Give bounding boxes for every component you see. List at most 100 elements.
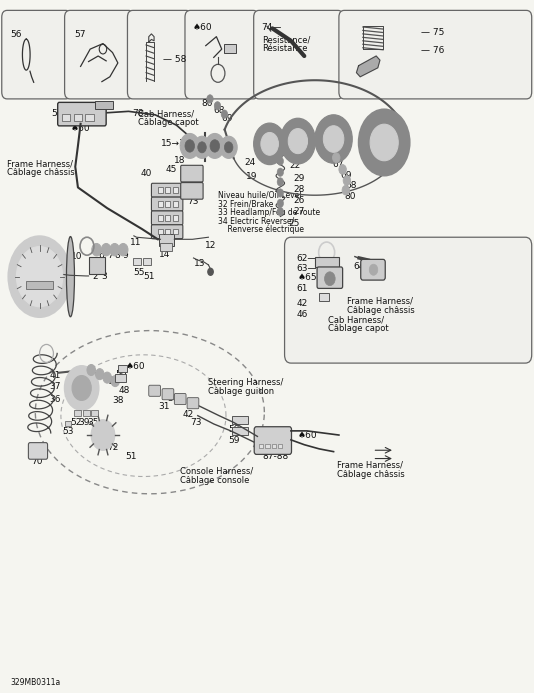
Text: 27: 27 [293,207,304,216]
FancyBboxPatch shape [152,183,183,197]
Text: 11: 11 [130,238,141,247]
Text: 6: 6 [98,251,104,260]
Text: 2: 2 [92,272,98,281]
Circle shape [214,102,221,110]
Text: 7: 7 [107,251,113,260]
FancyBboxPatch shape [58,103,106,126]
Circle shape [370,264,378,275]
Text: Câblage console: Câblage console [179,476,249,485]
Text: 77: 77 [271,442,283,451]
FancyBboxPatch shape [152,197,183,211]
Text: 25: 25 [288,218,300,227]
Text: 55: 55 [133,268,144,277]
Polygon shape [357,56,380,77]
Text: Niveau huile/Oil Level: Niveau huile/Oil Level [218,190,302,199]
Ellipse shape [66,236,74,317]
FancyBboxPatch shape [128,10,191,99]
Bar [65,421,71,426]
Circle shape [370,124,398,161]
FancyBboxPatch shape [361,259,385,280]
Circle shape [342,185,350,195]
Text: — 76: — 76 [421,46,445,55]
Text: ♠60: ♠60 [192,23,212,32]
Text: 62—: 62— [297,254,317,263]
Text: 32 Frein/Brake: 32 Frein/Brake [218,199,273,208]
Text: 16: 16 [212,139,224,148]
Bar [62,114,70,121]
Text: 71: 71 [32,448,43,457]
Text: 68: 68 [214,106,225,115]
Text: 52: 52 [70,418,81,427]
Circle shape [65,366,99,410]
Bar [165,201,170,207]
Text: Steering Harness/: Steering Harness/ [208,378,284,387]
Text: 23: 23 [257,151,269,160]
Text: 19: 19 [246,173,257,181]
Text: 30: 30 [167,394,178,403]
Circle shape [333,153,340,163]
Text: Résistance: Résistance [262,44,307,53]
Circle shape [224,142,233,153]
Circle shape [280,119,316,164]
Text: 40: 40 [141,169,152,178]
FancyBboxPatch shape [152,225,183,238]
Circle shape [277,207,284,216]
Text: Console Harness/: Console Harness/ [179,467,253,476]
Text: 66: 66 [371,272,382,281]
FancyBboxPatch shape [187,398,199,409]
Text: 42: 42 [177,188,189,198]
Bar [96,101,113,109]
Bar [158,215,163,220]
FancyBboxPatch shape [2,10,71,99]
Text: 42: 42 [297,299,308,308]
Text: 4: 4 [61,279,67,288]
Text: 42: 42 [182,410,193,419]
Circle shape [91,420,115,450]
Text: 26: 26 [293,195,304,204]
Bar [115,374,126,383]
Text: 3: 3 [101,272,107,281]
Circle shape [17,247,62,307]
Text: Câblage châssis: Câblage châssis [337,470,405,479]
Text: 45: 45 [165,166,177,175]
Text: 80: 80 [201,99,213,108]
Text: 36: 36 [50,395,61,404]
Circle shape [72,376,91,401]
Text: 67: 67 [332,160,343,169]
Text: 56: 56 [10,30,22,39]
Circle shape [9,236,70,317]
FancyBboxPatch shape [65,10,134,99]
Bar [91,410,98,416]
Circle shape [315,115,352,164]
Bar [319,292,329,301]
Circle shape [261,132,278,155]
Bar [172,201,177,207]
Bar [172,229,177,234]
Text: Câblage guidon: Câblage guidon [208,387,274,396]
FancyBboxPatch shape [152,211,183,225]
Circle shape [101,243,111,256]
Text: 64: 64 [354,262,365,271]
FancyBboxPatch shape [317,267,343,288]
Bar [165,229,170,234]
Bar [265,444,270,448]
Bar [133,258,141,265]
Text: 50: 50 [116,370,127,379]
Text: 17: 17 [194,148,206,157]
Text: 69: 69 [221,114,233,123]
FancyBboxPatch shape [28,443,48,459]
Text: 51: 51 [144,272,155,281]
Text: ♠60: ♠60 [125,362,145,371]
Text: 80: 80 [344,191,356,200]
Text: 1: 1 [19,289,25,298]
Text: 47: 47 [98,437,109,446]
Text: Câblage capot: Câblage capot [328,324,388,333]
Text: 33 Headlamp/Feu de route: 33 Headlamp/Feu de route [218,208,320,217]
Text: ♠65: ♠65 [298,273,318,282]
Bar [74,410,81,416]
Text: 59: 59 [228,426,240,435]
Text: 29: 29 [293,174,304,182]
Circle shape [277,177,284,186]
Circle shape [96,369,104,380]
Text: 13: 13 [193,259,205,268]
